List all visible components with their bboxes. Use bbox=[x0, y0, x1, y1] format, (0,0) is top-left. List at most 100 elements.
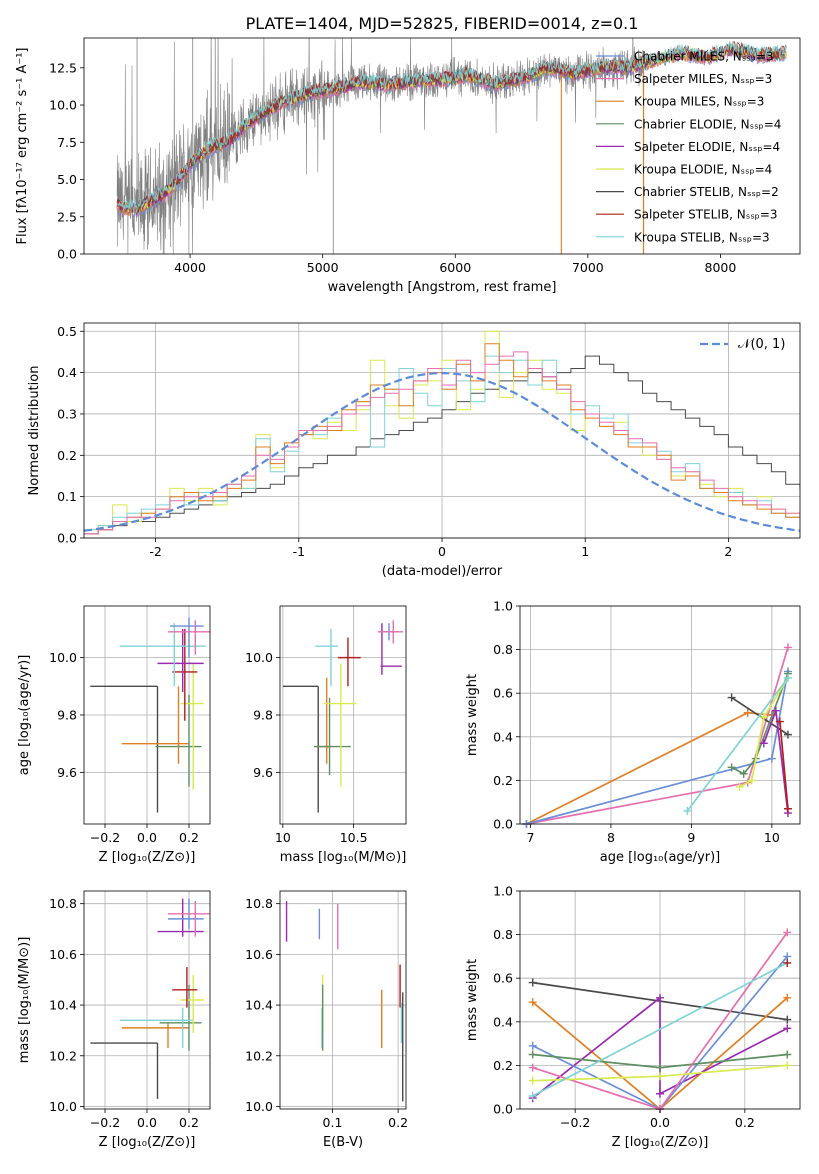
y-axis-label: age [log₁₀(age/yr)] bbox=[17, 655, 32, 776]
age-vs-Z-plot-area bbox=[90, 617, 210, 813]
legend-label: Kroupa MILES, Nₛₛₚ=3 bbox=[634, 95, 764, 109]
y-tick-label: 10.0 bbox=[245, 650, 273, 665]
weight-marker bbox=[759, 739, 768, 748]
y-tick-label: 10.0 bbox=[49, 98, 77, 113]
y-tick-label: 0.2 bbox=[493, 773, 513, 788]
weight-marker bbox=[727, 693, 736, 702]
y-tick-label: 12.5 bbox=[49, 60, 77, 75]
x-axis-label: Z [log₁₀(Z/Z⊙)] bbox=[99, 850, 196, 865]
x-tick-label: 2 bbox=[724, 544, 732, 559]
age-vs-Z-panel: −0.2 0.0 0.2 9.6 9.8 10.0 Z [log₁₀(Z/Z⊙)] age [… bbox=[17, 605, 211, 865]
weight-line-salpeter-elodie bbox=[532, 996, 788, 1099]
y-tick-label: 0.4 bbox=[57, 365, 77, 380]
weight-marker bbox=[783, 928, 792, 937]
model-line-kroupa-stelib bbox=[116, 40, 787, 214]
legend-label: Kroupa ELODIE, Nₛₛₚ=4 bbox=[634, 163, 772, 177]
y-tick-label: 0.1 bbox=[57, 489, 77, 504]
x-tick-label: −0.2 bbox=[90, 1115, 120, 1130]
x-axis-label: Z [log₁₀(Z/Z⊙)] bbox=[612, 1135, 709, 1150]
weight-marker bbox=[656, 1089, 664, 1098]
weight-marker bbox=[767, 754, 776, 763]
y-axis-label: Normed distribution bbox=[27, 366, 42, 496]
y-tick-label: 0.6 bbox=[493, 686, 513, 701]
x-axis-label: age [log₁₀(age/yr)] bbox=[600, 850, 721, 865]
weight-marker bbox=[747, 776, 756, 785]
weight-marker bbox=[771, 706, 780, 715]
weight-marker bbox=[528, 998, 537, 1007]
gaussian-reference-line bbox=[84, 371, 800, 532]
x-tick-label: 7000 bbox=[572, 260, 604, 275]
weight-vs-Z-plot-area bbox=[528, 928, 792, 1113]
weight-line-kroupa-stelib bbox=[532, 962, 788, 1097]
x-axis-label: (data-model)/error bbox=[382, 564, 503, 579]
y-tick-label: 5.0 bbox=[57, 172, 77, 187]
y-tick-label: 1.0 bbox=[493, 884, 513, 899]
x-axis-label: E(B-V) bbox=[323, 1135, 363, 1150]
weight-marker bbox=[743, 708, 752, 717]
hist-series-chabrier-stelib bbox=[84, 355, 800, 535]
weight-marker bbox=[783, 1050, 792, 1059]
weight-line-salpeter-miles bbox=[526, 647, 789, 825]
weight-marker bbox=[683, 806, 692, 815]
y-tick-label: 10.0 bbox=[49, 1099, 77, 1114]
weight-marker bbox=[528, 1091, 537, 1100]
y-tick-label: 10.8 bbox=[245, 896, 273, 911]
y-tick-label: 10.4 bbox=[245, 998, 273, 1013]
legend-label: Chabrier STELIB, Nₛₛₚ=2 bbox=[634, 185, 779, 199]
x-tick-label: 0.2 bbox=[179, 1115, 199, 1130]
x-tick-label: 8000 bbox=[705, 260, 737, 275]
x-tick-label: 0.1 bbox=[323, 1115, 343, 1130]
x-tick-label: 8 bbox=[607, 830, 615, 845]
legend-label: Salpeter ELODIE, Nₛₛₚ=4 bbox=[634, 140, 780, 154]
y-tick-label: 10.6 bbox=[245, 947, 273, 962]
y-tick-label: 0.0 bbox=[493, 1102, 513, 1117]
weight-marker bbox=[528, 978, 537, 987]
y-tick-label: 0.8 bbox=[493, 927, 513, 942]
weight-marker bbox=[528, 1050, 537, 1059]
spectrum-plot-area bbox=[116, 38, 787, 254]
weight-marker bbox=[783, 958, 792, 967]
legend-label: 𝒩(0, 1) bbox=[738, 337, 785, 352]
model-line-salpeter-stelib bbox=[116, 41, 787, 213]
weight-marker bbox=[656, 1063, 664, 1072]
y-tick-label: 0.3 bbox=[57, 406, 77, 421]
y-tick-label: 10.0 bbox=[245, 1099, 273, 1114]
y-tick-label: 2.5 bbox=[57, 209, 77, 224]
x-tick-label: 0.2 bbox=[735, 1115, 755, 1130]
y-axis-label: Flux [fλ10⁻¹⁷ erg cm⁻² s⁻¹ A⁻¹] bbox=[15, 48, 30, 245]
axes-frame bbox=[519, 605, 801, 825]
spectrum-panel: 4000 5000 6000 7000 8000 0.0 2.5 5.0 7.5 10.0 12.5… bbox=[15, 37, 801, 295]
y-tick-label: 10.0 bbox=[49, 650, 77, 665]
x-tick-label: -2 bbox=[149, 544, 161, 559]
y-axis-label: mass weight bbox=[465, 674, 480, 756]
y-tick-label: 10.6 bbox=[49, 947, 77, 962]
y-axis-label: mass weight bbox=[465, 959, 480, 1041]
weight-marker bbox=[783, 643, 792, 652]
y-tick-label: 10.8 bbox=[49, 896, 77, 911]
x-tick-label: 4000 bbox=[174, 260, 206, 275]
x-axis-label: mass [log₁₀(M/M⊙)] bbox=[280, 850, 407, 865]
weight-marker bbox=[783, 1061, 792, 1070]
weight-vs-age-panel: 7 8 9 10 0.0 0.2 0.4 0.6 0.8 1.0 age [log₁₀(age/yr… bbox=[465, 599, 801, 865]
y-tick-label: 0.8 bbox=[493, 642, 513, 657]
x-tick-label: 10 bbox=[275, 830, 291, 845]
x-tick-label: 9 bbox=[687, 830, 695, 845]
weight-marker bbox=[759, 713, 768, 722]
legend-label: Salpeter STELIB, Nₛₛₚ=3 bbox=[634, 208, 778, 222]
weight-marker bbox=[735, 782, 744, 791]
chart-title: PLATE=1404, MJD=52825, FIBERID=0014, z=0… bbox=[246, 14, 639, 33]
x-tick-label: −0.2 bbox=[90, 830, 120, 845]
y-tick-label: 7.5 bbox=[57, 135, 77, 150]
mass-vs-ebv-panel: 0.1 0.2 10.0 10.2 10.4 10.6 10.8 E(B-V) bbox=[245, 890, 408, 1150]
observed-spectrum-line bbox=[116, 38, 644, 254]
hist-series-kroupa-elodie bbox=[84, 330, 800, 531]
weight-marker bbox=[656, 993, 664, 1002]
hist-series-kroupa-miles bbox=[84, 343, 800, 535]
weight-marker bbox=[783, 673, 792, 682]
age-vs-mass-panel: 10 10.5 9.6 9.8 10.0 mass [log₁₀(M/M⊙)] bbox=[245, 605, 407, 865]
x-tick-label: 7 bbox=[526, 830, 534, 845]
y-axis-label: mass [log₁₀(M/M⊙)] bbox=[17, 937, 32, 1064]
x-tick-label: 0 bbox=[438, 544, 446, 559]
y-tick-label: 1.0 bbox=[493, 599, 513, 614]
